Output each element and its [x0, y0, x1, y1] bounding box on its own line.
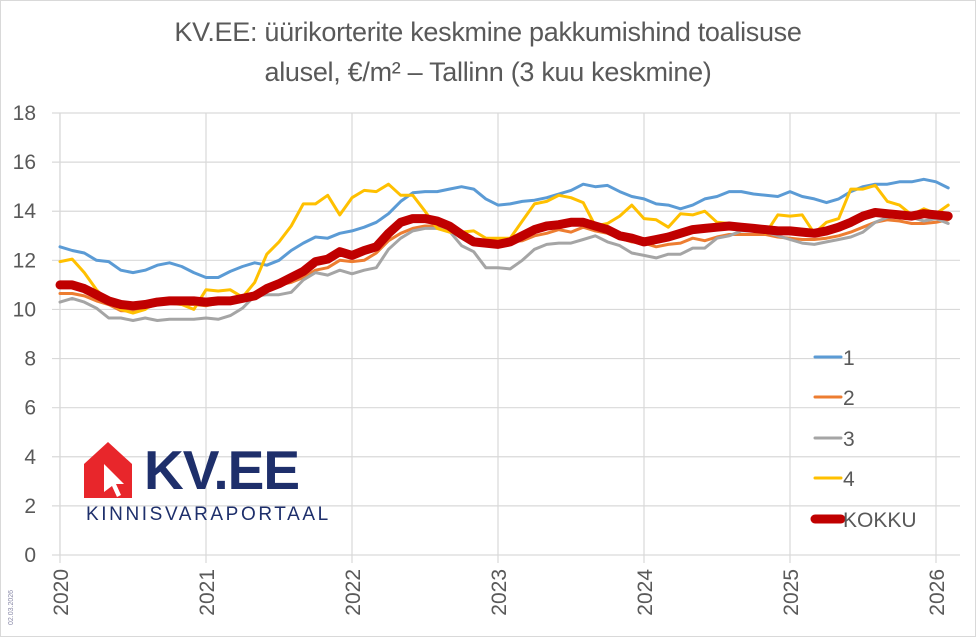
y-tick-label: 2 — [24, 495, 36, 518]
y-tick-label: 14 — [13, 200, 37, 223]
x-tick-label: 2023 — [488, 569, 511, 616]
series-line-kokku — [55, 208, 953, 311]
x-tick-label: 2021 — [196, 569, 219, 616]
y-tick-label: 0 — [24, 544, 36, 567]
y-tick-label: 6 — [24, 397, 36, 420]
y-tick-label: 16 — [13, 151, 36, 174]
chart-title: KV.EE: üürikorterite keskmine pakkumishi… — [0, 12, 976, 92]
chart-title-line2: alusel, €/m² – Tallinn (3 kuu keskmine) — [264, 57, 712, 87]
date-stamp: 02.03.2026 — [8, 590, 15, 625]
series-line-4 — [58, 182, 950, 315]
x-tick-label: 2025 — [780, 569, 803, 616]
y-tick-label: 8 — [24, 348, 36, 371]
x-tick-label: 2020 — [50, 569, 73, 616]
y-axis-ticks: 0 2 4 6 8 10 12 14 16 18 — [13, 102, 37, 567]
legend-label: 2 — [843, 387, 855, 410]
x-axis-ticks: 2020 2021 2022 2023 2024 2025 2026 — [50, 569, 949, 616]
kv-ee-logo: KV.EE KINNISVARAPORTAAL — [84, 439, 328, 532]
logo-brand: KV.EE — [144, 439, 300, 501]
series-line-3 — [58, 214, 950, 322]
chart-title-line1: KV.EE: üürikorterite keskmine pakkumishi… — [174, 17, 802, 47]
y-tick-label: 10 — [13, 298, 36, 321]
x-tick-label: 2022 — [342, 569, 365, 616]
legend-label: 3 — [843, 428, 855, 451]
y-tick-label: 18 — [13, 102, 36, 125]
series-line-1 — [58, 177, 950, 279]
series-lines — [55, 177, 953, 322]
legend-label: 1 — [843, 347, 855, 370]
gridlines — [52, 112, 960, 563]
legend: 1 2 3 4 KOKKU — [810, 347, 917, 532]
house-cursor-icon — [84, 442, 132, 498]
legend-label: 4 — [843, 468, 855, 491]
x-tick-label: 2024 — [634, 569, 657, 616]
logo-subtitle: KINNISVARAPORTAAL — [86, 504, 331, 525]
x-tick-label: 2026 — [926, 569, 949, 616]
y-tick-label: 4 — [24, 446, 36, 469]
legend-label: KOKKU — [843, 509, 917, 532]
y-tick-label: 12 — [13, 249, 36, 272]
